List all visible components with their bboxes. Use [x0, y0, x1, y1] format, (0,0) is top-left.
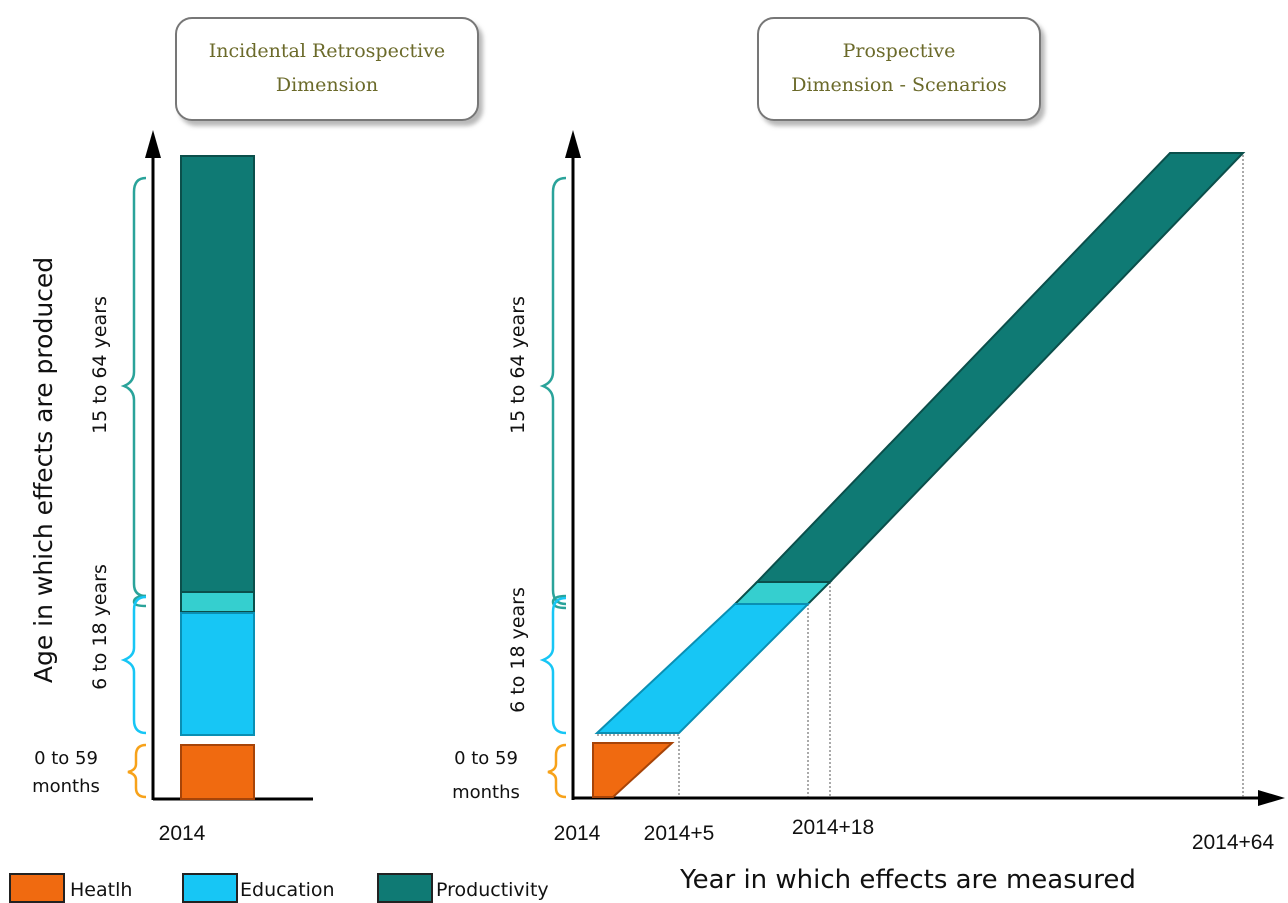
right-x-tick-2014-18: 2014+18	[792, 816, 874, 839]
left-adult-bracket	[120, 176, 147, 598]
right-title-line2: Dimension - Scenarios	[791, 74, 1007, 96]
right-infant-label-line2: months	[452, 782, 520, 803]
left-title-box: Incidental Retrospective Dimension	[175, 17, 479, 121]
right-health-triangle	[592, 742, 675, 798]
left-infant-label-line2: months	[32, 776, 100, 797]
legend: Heatlh Education Productivity	[9, 873, 549, 903]
right-title-line1: Prospective	[843, 40, 956, 62]
left-title-line2: Dimension	[276, 74, 378, 96]
legend-productivity-label: Productivity	[436, 879, 549, 901]
left-infant-bracket	[127, 743, 147, 799]
right-panel: 15 to 64 years 6 to 18 years 0 to 59 mon…	[452, 130, 1285, 895]
right-adult-label: 15 to 64 years	[507, 296, 529, 434]
x-axis-label: Year in which effects are measured	[679, 865, 1136, 895]
right-education-band	[594, 603, 811, 734]
guide-lines	[597, 155, 1244, 797]
right-title-box: Prospective Dimension - Scenarios	[757, 17, 1041, 121]
left-panel: Age in which effects are produced 15 to …	[29, 130, 313, 845]
left-y-axis-arrow	[145, 130, 161, 158]
right-overlap-band	[732, 581, 833, 605]
right-x-axis-arrow	[1258, 790, 1285, 806]
left-education-bar	[180, 612, 255, 736]
left-school-label: 6 to 18 years	[89, 564, 111, 690]
right-x-tick-2014-64: 2014+64	[1192, 831, 1275, 854]
left-title-line1: Incidental Retrospective	[209, 40, 445, 62]
right-infant-bracket	[547, 743, 567, 799]
left-school-bracket	[120, 595, 147, 735]
legend-education-swatch	[182, 873, 238, 903]
legend-productivity-swatch	[377, 873, 433, 903]
left-adult-label: 15 to 64 years	[89, 296, 111, 434]
y-axis-label: Age in which effects are produced	[29, 257, 58, 683]
left-x-tick-2014: 2014	[159, 822, 206, 845]
right-overlap-bracket	[551, 594, 567, 610]
right-infant-label-line1: 0 to 59	[454, 748, 518, 769]
left-overlap-bar	[180, 591, 255, 613]
right-y-axis-arrow	[565, 130, 581, 158]
left-infant-label-line1: 0 to 59	[34, 748, 98, 769]
legend-health-label: Heatlh	[70, 879, 132, 901]
legend-health-swatch	[9, 873, 65, 903]
left-productivity-bar	[180, 155, 255, 593]
left-health-bar	[180, 744, 255, 800]
legend-education-label: Education	[240, 879, 335, 901]
right-x-tick-2014-5: 2014+5	[644, 822, 715, 845]
left-overlap-bracket	[132, 594, 147, 608]
right-school-label: 6 to 18 years	[507, 587, 529, 713]
right-adult-bracket	[539, 176, 567, 606]
right-x-tick-2014: 2014	[554, 822, 601, 845]
right-school-bracket	[539, 596, 567, 735]
right-productivity-band	[754, 152, 1246, 583]
